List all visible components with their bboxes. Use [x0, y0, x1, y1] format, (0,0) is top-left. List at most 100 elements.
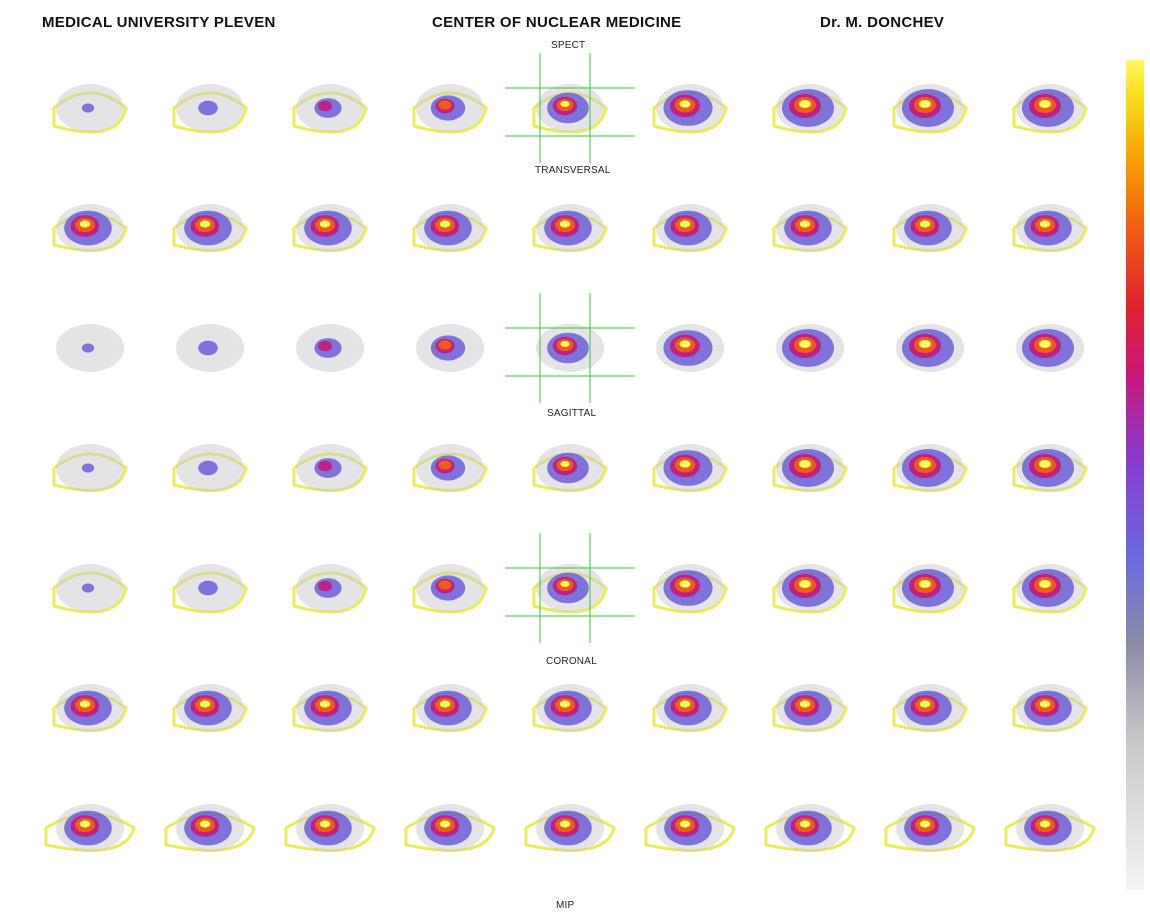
- slice-graphic: [172, 684, 248, 732]
- slice-image: [270, 298, 390, 418]
- slice-graphic: [416, 324, 484, 372]
- slice-image: [505, 293, 635, 418]
- slice-image: [505, 53, 635, 178]
- slice-graphic: [52, 84, 128, 134]
- slice-image: [630, 778, 750, 898]
- slice-image: [990, 58, 1110, 178]
- slice-graphic: [884, 804, 976, 852]
- slice-image: [30, 778, 150, 898]
- slice-graphic: [505, 533, 635, 643]
- slice-graphic: [892, 204, 968, 252]
- slice-image: [630, 178, 750, 298]
- header-institution: MEDICAL UNIVERSITY PLEVEN: [42, 14, 276, 31]
- slice-graphic: [164, 804, 256, 852]
- slice-graphic: [292, 444, 368, 492]
- slice-graphic: [1012, 204, 1088, 252]
- slice-image: [510, 778, 630, 898]
- slice-graphic: [1004, 804, 1096, 852]
- slice-graphic: [172, 564, 248, 614]
- slice-graphic: [652, 444, 728, 492]
- slice-graphic: [172, 84, 248, 134]
- slice-graphic: [172, 444, 248, 492]
- slice-image: [750, 538, 870, 658]
- crosshair-overlay: [505, 293, 635, 403]
- slice-graphic: [892, 444, 968, 492]
- slice-image: [990, 178, 1110, 298]
- slice-graphic: [404, 804, 496, 852]
- slice-graphic: [532, 444, 608, 492]
- slice-image: [750, 418, 870, 538]
- slice-image: [390, 538, 510, 658]
- slice-graphic: [52, 564, 128, 614]
- slice-image: [390, 778, 510, 898]
- spect-slice-grid: [30, 53, 1110, 898]
- slice-image: [150, 178, 270, 298]
- slice-image: [505, 533, 635, 658]
- slice-image: [990, 778, 1110, 898]
- slice-image: [270, 778, 390, 898]
- slice-image: [870, 298, 990, 418]
- slice-image: [390, 178, 510, 298]
- slice-image: [270, 178, 390, 298]
- slice-graphic: [52, 444, 128, 492]
- label-mip: MIP: [556, 900, 575, 911]
- slice-graphic: [764, 804, 856, 852]
- label-sagittal: SAGITTAL: [547, 408, 597, 419]
- slice-graphic: [1012, 444, 1088, 492]
- slice-image: [630, 58, 750, 178]
- slice-graphic: [52, 204, 128, 252]
- slice-image: [270, 418, 390, 538]
- slice-graphic: [44, 804, 136, 852]
- slice-image: [510, 658, 630, 778]
- slice-graphic: [652, 564, 728, 614]
- slice-image: [510, 418, 630, 538]
- slice-image: [750, 298, 870, 418]
- slice-graphic: [772, 204, 848, 252]
- slice-graphic: [532, 204, 608, 252]
- slice-image: [630, 418, 750, 538]
- slice-graphic: [412, 84, 488, 134]
- slice-graphic: [1016, 324, 1084, 372]
- slice-image: [870, 538, 990, 658]
- slice-graphic: [172, 204, 248, 252]
- slice-graphic: [292, 564, 368, 614]
- slice-graphic: [892, 84, 968, 134]
- label-spect: SPECT: [551, 40, 586, 51]
- slice-image: [870, 778, 990, 898]
- slice-image: [270, 538, 390, 658]
- color-scale-bar: [1126, 60, 1144, 890]
- slice-graphic: [505, 53, 635, 163]
- slice-image: [630, 658, 750, 778]
- slice-image: [150, 298, 270, 418]
- slice-graphic: [896, 324, 964, 372]
- slice-image: [510, 178, 630, 298]
- slice-image: [630, 538, 750, 658]
- slice-image: [150, 538, 270, 658]
- slice-image: [990, 298, 1110, 418]
- slice-graphic: [56, 324, 124, 372]
- slice-graphic: [656, 324, 724, 372]
- slice-image: [630, 298, 750, 418]
- slice-image: [870, 178, 990, 298]
- slice-graphic: [1012, 684, 1088, 732]
- slice-image: [870, 418, 990, 538]
- slice-graphic: [772, 84, 848, 134]
- slice-graphic: [652, 84, 728, 134]
- slice-graphic: [1012, 84, 1088, 134]
- slice-image: [30, 658, 150, 778]
- slice-graphic: [772, 444, 848, 492]
- slice-image: [870, 58, 990, 178]
- label-coronal: CORONAL: [546, 656, 597, 667]
- slice-graphic: [412, 564, 488, 614]
- slice-graphic: [1012, 564, 1088, 614]
- slice-graphic: [772, 564, 848, 614]
- slice-image: [390, 58, 510, 178]
- slice-image: [750, 778, 870, 898]
- slice-image: [390, 658, 510, 778]
- slice-graphic: [292, 204, 368, 252]
- slice-graphic: [412, 204, 488, 252]
- slice-graphic: [412, 444, 488, 492]
- slice-image: [150, 418, 270, 538]
- header-department: CENTER OF NUCLEAR MEDICINE: [432, 14, 682, 31]
- slice-image: [390, 298, 510, 418]
